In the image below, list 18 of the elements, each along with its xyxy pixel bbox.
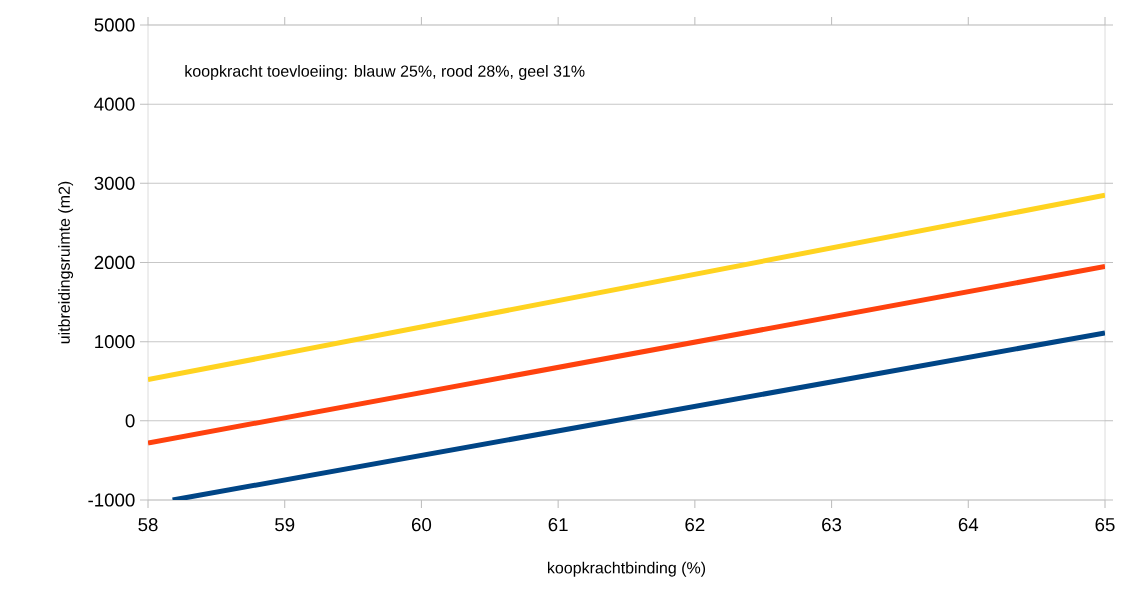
x-tick-label: 61	[548, 518, 568, 532]
x-tick-label: 60	[411, 518, 432, 532]
y-tick-label: 0	[125, 414, 135, 428]
y-tick-label: 5000	[94, 18, 135, 32]
y-tick-label: -1000	[88, 493, 135, 507]
x-tick-label: 59	[275, 518, 295, 532]
y-tick-label: 1000	[95, 335, 135, 349]
x-tick-label: 62	[685, 518, 705, 532]
y-tick-label: 3000	[94, 176, 135, 190]
annotation: koopkracht toevloeiing: blauw 25%, rood 28%, geel 31%	[185, 65, 585, 80]
x-tick-label: 64	[958, 518, 979, 532]
y-tick-label: 2000	[94, 255, 135, 270]
y-axis-title: uitbreidingsruimte (m2)	[58, 181, 74, 344]
y-tick-label: 4000	[94, 97, 135, 111]
x-tick-label: 63	[822, 518, 842, 532]
x-axis-title: koopkrachtbinding (%)	[547, 561, 706, 577]
x-tick-label: 65	[1095, 518, 1115, 532]
x-tick-label: 58	[138, 518, 158, 532]
